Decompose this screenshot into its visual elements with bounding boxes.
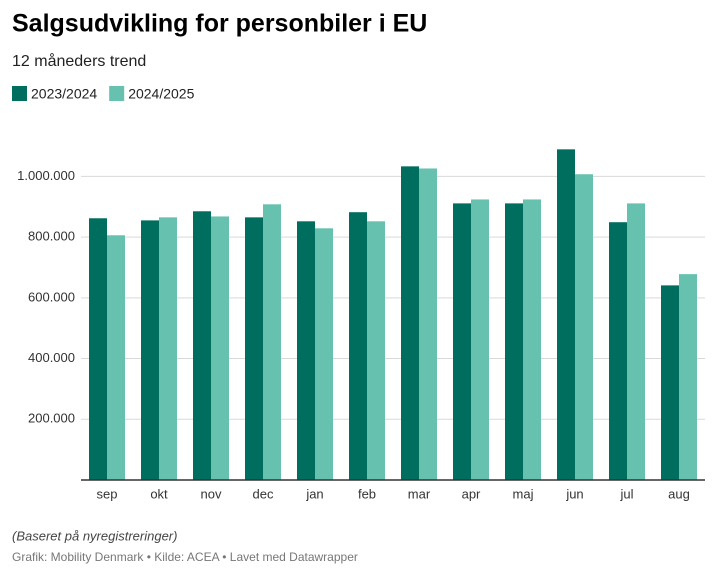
bar: [297, 221, 315, 480]
bar: [107, 235, 125, 480]
y-tick-label: 200.000: [28, 411, 75, 426]
bar: [419, 168, 437, 480]
bar: [141, 220, 159, 480]
x-tick-label: maj: [513, 486, 534, 501]
x-tick-label: nov: [201, 486, 222, 501]
x-tick-label: jun: [565, 486, 583, 501]
y-tick-label: 400.000: [28, 350, 75, 365]
chart-subtitle: 12 måneders trend: [12, 52, 146, 70]
x-tick-label: feb: [358, 486, 376, 501]
legend-label: 2023/2024: [31, 86, 97, 102]
bar: [367, 221, 385, 480]
x-tick-label: okt: [150, 486, 168, 501]
x-tick-label: dec: [253, 486, 274, 501]
bar: [193, 211, 211, 481]
bar: [89, 218, 107, 481]
bar: [679, 274, 697, 480]
chart-title: Salgsudvikling for personbiler i EU: [12, 10, 427, 38]
note: (Baseret på nyregistreringer): [12, 528, 177, 543]
legend-label: 2024/2025: [128, 86, 194, 102]
bar: [471, 199, 489, 480]
y-tick-label: 1.000.000: [17, 168, 75, 183]
x-tick-label: sep: [97, 486, 118, 501]
x-tick-label: jul: [619, 486, 633, 501]
bar: [211, 216, 229, 480]
y-tick-label: 600.000: [28, 289, 75, 304]
bar: [159, 217, 177, 480]
legend-swatch: [109, 86, 125, 101]
bar: [523, 199, 541, 480]
x-tick-label: mar: [408, 486, 431, 501]
x-tick-label: aug: [668, 486, 690, 501]
bar: [609, 222, 627, 481]
bar: [245, 217, 263, 480]
bar: [627, 203, 645, 480]
bar: [557, 149, 575, 480]
bar: [453, 203, 471, 480]
bar: [401, 166, 419, 481]
bar: [505, 203, 523, 480]
bar: [575, 174, 593, 481]
bar: [349, 212, 367, 480]
x-tick-label: jan: [305, 486, 323, 501]
x-tick-label: apr: [462, 486, 481, 501]
source: Grafik: Mobility Denmark • Kilde: ACEA •…: [12, 550, 358, 564]
legend-swatch: [12, 86, 27, 101]
bar: [315, 228, 333, 480]
y-tick-label: 800.000: [28, 229, 75, 244]
bar: [263, 204, 281, 480]
bar: [661, 285, 679, 480]
